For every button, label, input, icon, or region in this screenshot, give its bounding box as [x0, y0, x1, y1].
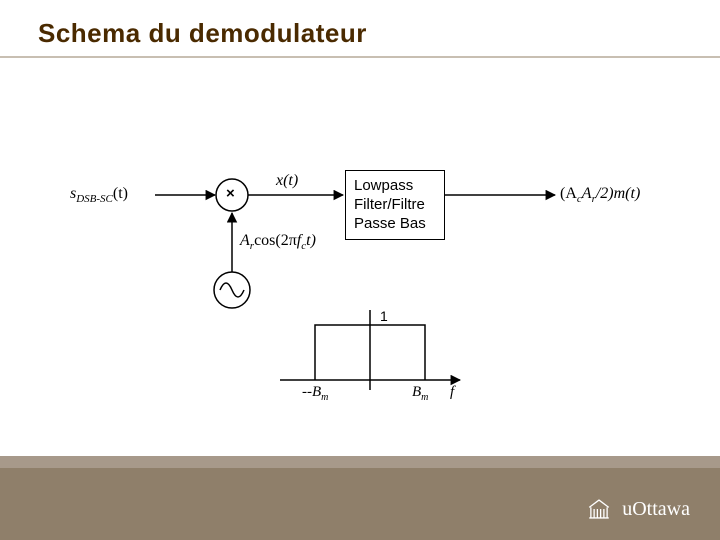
pos-bm-sub: m — [421, 392, 428, 403]
output-label: (AcAr/2)m(t) — [560, 185, 640, 205]
input-sub: DSB-SC — [76, 193, 113, 205]
osc-tail: t) — [306, 232, 316, 249]
plot-amp-label: 1 — [380, 308, 388, 324]
osc-A: A — [240, 232, 250, 249]
oscillator-label: Arcos(2πfct) — [240, 232, 316, 252]
xt-text: x(t) — [276, 172, 298, 189]
box-line3: Passe Bas — [354, 215, 436, 234]
out-mid: A — [582, 185, 592, 202]
neg-bm-sub: m — [321, 392, 328, 403]
multiplier-symbol: × — [226, 185, 235, 202]
input-signal-label: sDSB-SC(t) — [70, 185, 128, 205]
box-line1: Lowpass — [354, 177, 436, 196]
plot-f-axis-label: f — [450, 384, 454, 401]
brand-prefix: u — [622, 498, 632, 520]
plot-pos-bm: Bm — [412, 384, 428, 403]
neg-bm-pre: -B — [307, 384, 321, 400]
xt-label: x(t) — [276, 172, 298, 190]
footer-band-top — [0, 456, 720, 468]
lowpass-filter-box: Lowpass Filter/Filtre Passe Bas — [345, 170, 445, 240]
plot-neg-bm: --Bm — [302, 384, 328, 403]
box-line2: Filter/Filtre — [354, 196, 436, 215]
brand: uOttawa — [586, 496, 690, 522]
pos-bm-pre: B — [412, 384, 421, 400]
osc-cos: cos(2π — [254, 232, 297, 249]
brand-name: Ottawa — [632, 498, 690, 520]
out-tail: /2)m(t) — [596, 185, 640, 202]
building-icon — [586, 496, 612, 522]
input-arg: (t) — [113, 185, 128, 202]
out-pre: (A — [560, 185, 577, 202]
